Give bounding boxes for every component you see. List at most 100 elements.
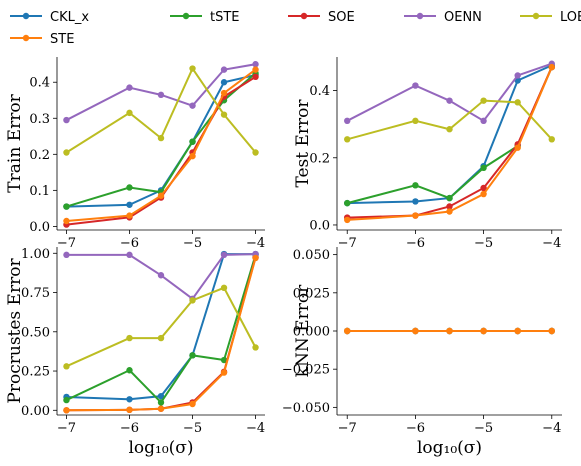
data-point [446,208,453,215]
data-point [252,73,259,81]
legend-entry-ste: STE [10,32,74,47]
data-point [126,406,133,414]
data-point [480,190,487,198]
data-point [189,297,196,304]
data-point [514,99,521,106]
series-ste [344,63,555,224]
data-point [480,97,487,104]
legend-label: STE [50,32,74,47]
series-line [66,286,257,368]
data-point [446,97,453,104]
series-ste [63,254,259,414]
legend-marker [532,12,540,20]
x-tick-label: −7 [57,236,76,251]
y-tick-label: 0.1 [29,184,50,199]
x-tick-label: −4 [542,236,561,251]
x-tick-label: −6 [406,421,425,436]
data-point [157,192,165,199]
x-tick-label: −4 [542,421,561,436]
x-tick-label: −5 [183,421,202,436]
series-line [346,62,553,123]
panel-train-error: −7 −6 −5 −4 0.0 0.1 0.2 0.3 0.4 Train Error [5,57,265,251]
data-point [63,217,70,225]
data-point [252,66,259,73]
x-axis-label: log₁₀(σ) [417,438,482,458]
y-tick-label: 0.50 [21,325,50,340]
legend-label: CKL_x [50,10,89,25]
data-point [344,199,351,207]
y-tick-label: 0.4 [29,76,50,91]
data-point [412,198,419,205]
y-tick-label: 0.3 [29,112,50,127]
legend-entry-oenn: OENN [404,10,482,25]
data-point [63,149,70,156]
data-point [514,72,521,79]
series-line [66,253,256,301]
data-point [189,352,196,359]
y-tick-label: 0.25 [21,365,50,380]
data-point [220,369,228,376]
data-point [126,396,133,403]
data-point [412,82,419,89]
data-point [126,251,133,259]
data-point [126,201,133,208]
series-line [66,254,257,405]
x-tick-label: −5 [474,421,493,436]
data-point [412,327,419,335]
data-point [157,272,165,279]
data-point [220,111,228,118]
x-tick-label: −6 [406,236,425,251]
data-point [548,327,555,335]
data-point [189,102,196,109]
data-point [220,356,228,364]
y-tick-label: 0.2 [29,148,50,163]
legend-label: OENN [444,10,482,25]
x-tick-label: −6 [120,236,139,251]
legend-marker [182,12,190,20]
data-point [157,91,165,99]
data-point [480,184,487,192]
data-point [412,212,419,219]
y-tick-label: 0.000 [293,325,330,340]
y-tick-label: 0.0 [29,220,50,235]
x-tick-label: −4 [246,236,265,251]
y-tick-label: 0.75 [21,286,50,301]
x-tick-label: −7 [57,421,76,436]
data-point [63,396,70,404]
legend-entry-tste: tSTE [170,10,240,25]
data-point [446,194,453,202]
y-tick-label: 1.00 [21,247,50,262]
data-point [344,136,351,143]
legend-marker [22,12,30,20]
series-ste [63,66,259,225]
series-line [66,72,257,208]
series-oenn [344,60,555,125]
series-line [346,99,553,141]
legend-entry-soe: SOE [288,10,355,25]
x-tick-label: −6 [120,421,139,436]
data-point [344,216,351,224]
data-point [252,254,259,262]
y-axis-label: kNN Error [293,284,313,377]
series-line [65,63,256,121]
series-line [66,75,257,226]
legend-entry-ckl-x: CKL_x [10,10,89,25]
data-point [126,212,133,219]
data-point [220,66,228,73]
data-point [220,284,228,292]
data-point [189,138,196,145]
data-point [344,327,351,335]
y-axis-label: Test Error [293,99,313,188]
series-tste [63,251,259,406]
data-point [126,109,133,117]
data-point [63,251,70,259]
data-point [63,203,70,210]
x-tick-label: −7 [338,236,357,251]
data-point [189,400,196,408]
series-line [65,66,257,154]
data-point [344,117,351,125]
y-axis-label: Train Error [5,93,25,192]
y-tick-label: 0.2 [309,151,330,166]
